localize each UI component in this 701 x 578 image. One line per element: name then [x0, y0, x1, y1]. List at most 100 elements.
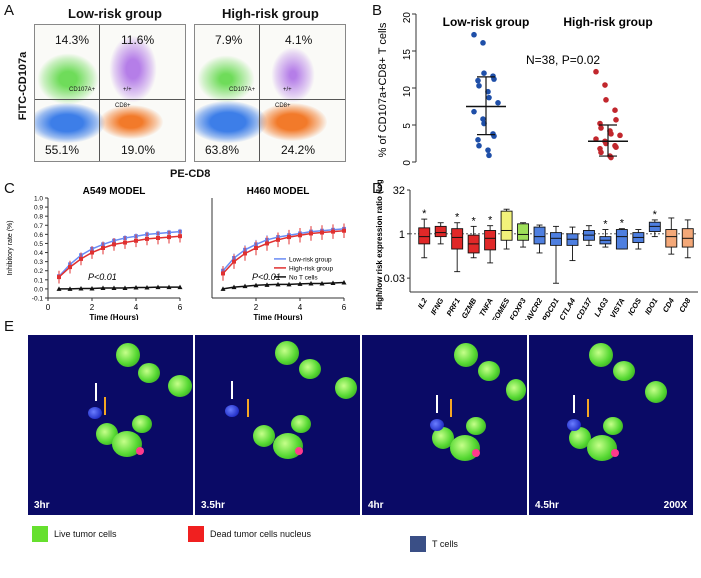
scatter-point	[476, 82, 482, 89]
x-tick-label: 6	[342, 303, 347, 312]
series-point	[297, 281, 303, 286]
dead-cell-nucleus	[472, 449, 480, 457]
box	[434, 225, 447, 238]
significance-star: *	[488, 215, 493, 227]
live-tumor-cell	[432, 427, 454, 449]
y-tick-label: 0.7	[34, 223, 43, 230]
x-tick-label: 2	[254, 303, 259, 312]
category-label: CD4	[661, 296, 677, 314]
legend-label: High-risk group	[289, 265, 333, 272]
live-tumor-cell	[603, 417, 623, 435]
y-tick-label: 0.0	[34, 286, 43, 293]
series-point	[155, 284, 161, 290]
scatter-point	[603, 97, 609, 103]
live-tumor-cell	[253, 425, 275, 447]
scatter-point	[480, 40, 486, 46]
significance-star: *	[455, 212, 460, 224]
y-tick-label: 0.8	[34, 214, 43, 221]
scatter-point	[481, 120, 487, 127]
y-axis-title: % of CD107a+CD8+ T cells	[377, 22, 389, 157]
series-point	[341, 280, 347, 285]
series-point	[68, 265, 72, 270]
series-point	[111, 285, 117, 290]
chart-title: A549 MODEL	[83, 186, 146, 197]
category-label: CD137	[574, 296, 594, 320]
chart-title: H460 MODEL	[247, 186, 310, 197]
significance-star: *	[603, 219, 608, 231]
dead-cell-nucleus	[295, 447, 303, 455]
scatter-point	[471, 108, 477, 115]
time-label: 3hr	[34, 500, 50, 511]
scatter-point	[612, 107, 618, 113]
box	[665, 229, 678, 248]
series-point	[275, 281, 281, 287]
scatter-chart: 0 5 10 15 20 % of CD107a+CD8+ T cells Low-risk…	[377, 12, 653, 166]
pct-lower-left: 63.8%	[205, 143, 240, 157]
dead-cell-nucleus	[611, 449, 619, 457]
live-tumor-cell	[138, 363, 160, 383]
t-cell	[88, 407, 102, 419]
live-tumor-cell	[335, 377, 357, 399]
scatter-point	[593, 68, 599, 75]
scatter-point	[613, 144, 619, 150]
y-tick-label: 1.0	[34, 196, 43, 203]
y-tick-label: 0.6	[34, 232, 43, 239]
flow-high-title: High-risk group	[222, 6, 319, 21]
series-point	[67, 286, 73, 291]
live-tumor-cell	[275, 341, 299, 365]
legend-swatch-tcells	[410, 536, 426, 552]
legend-label-dead: Dead tumor cells nucleus	[210, 529, 312, 539]
x-axis-title: Time (Hours)	[253, 313, 303, 320]
time-label: 3.5hr	[201, 500, 225, 511]
category-label: ICOS	[626, 297, 643, 317]
micrograph-3-5hr: 3.5hr	[195, 335, 360, 515]
panel-label-b: B	[372, 2, 383, 19]
pct-lower-left: 55.1%	[45, 143, 80, 157]
series-point	[309, 231, 313, 236]
y-tick-label: 32	[393, 185, 405, 197]
scatter-point	[617, 132, 623, 139]
significance-star: *	[620, 218, 625, 230]
y-axis-title: High/low risk expression ratio (log2)	[375, 180, 384, 310]
category-label: IDO1	[643, 297, 660, 317]
y-tick-label: 5	[402, 123, 413, 129]
gate-label-cd107a: CD107A+	[229, 87, 256, 93]
series-point	[57, 275, 61, 280]
scatter-point	[495, 100, 501, 106]
series-point	[156, 236, 160, 240]
scatter-point	[602, 82, 608, 88]
live-tumor-cell	[291, 415, 311, 433]
pct-upper-right: 4.1%	[285, 33, 313, 47]
series-point	[243, 251, 247, 256]
panel-label-d: D	[372, 180, 383, 197]
scatter-point	[476, 142, 482, 149]
series-point	[253, 282, 259, 288]
y-tick-label: 0.1	[34, 277, 43, 284]
purple-population	[271, 47, 315, 103]
live-tumor-cell	[569, 427, 591, 449]
box	[517, 223, 530, 241]
y-tick-label: 20	[402, 12, 413, 24]
white-arrow-icon	[573, 395, 575, 413]
y-tick-label: 0.3	[34, 259, 43, 266]
series-point	[90, 250, 94, 255]
scatter-point	[598, 149, 604, 156]
legend-swatch-dead	[188, 526, 204, 542]
quadrant-horizontal-line	[195, 99, 345, 100]
series-point	[254, 246, 258, 250]
panel-label-a: A	[4, 2, 15, 19]
y-tick-label: 10	[402, 86, 413, 98]
legend-swatch-live	[32, 526, 48, 542]
magnification-label: 200X	[663, 500, 687, 511]
live-tumor-cell	[587, 435, 617, 461]
series-point	[221, 271, 225, 276]
pct-lower-right: 24.2%	[281, 143, 316, 157]
micrograph-3hr: 3hr	[28, 335, 193, 515]
legend-label: No T cells	[289, 274, 318, 281]
series-point	[264, 282, 270, 287]
series-point	[231, 284, 237, 290]
series-point	[100, 285, 106, 290]
green-population	[197, 55, 255, 103]
t-cell	[567, 419, 581, 431]
category-label: IL2	[416, 296, 430, 311]
